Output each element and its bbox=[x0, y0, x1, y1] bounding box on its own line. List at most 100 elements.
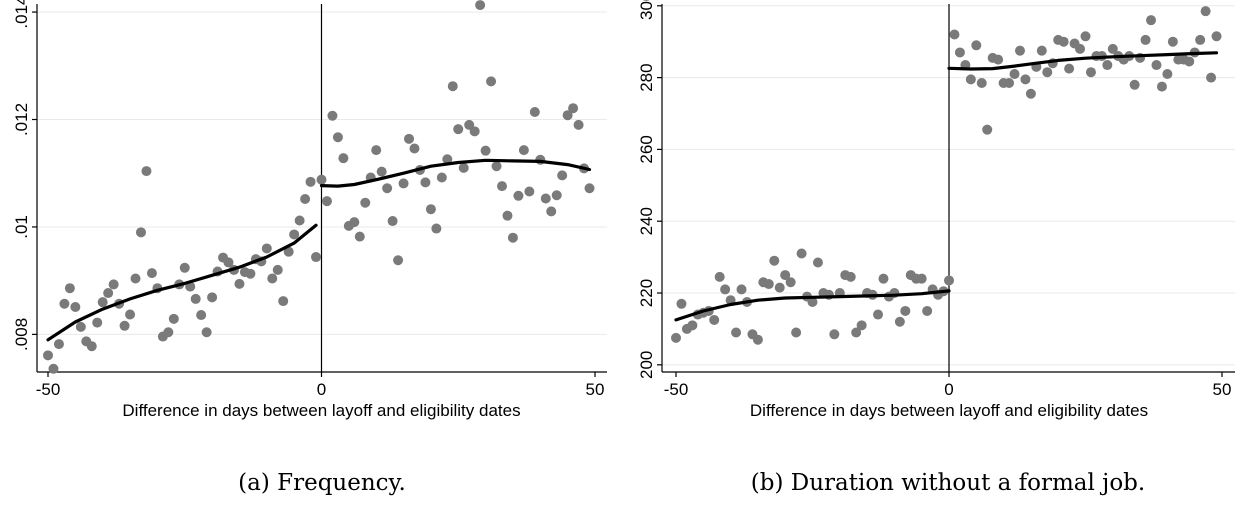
scatter-point bbox=[954, 47, 965, 58]
scatter-point bbox=[1140, 34, 1151, 45]
scatter-point bbox=[245, 268, 256, 279]
scatter-point bbox=[524, 186, 535, 197]
scatter-point bbox=[409, 143, 420, 154]
scatter-point bbox=[1080, 31, 1091, 42]
scatter-point bbox=[196, 310, 207, 321]
scatter-point bbox=[557, 170, 568, 181]
panel-duration: 200 220 240 260 280 300 -50 0 50 Difference in da… bbox=[637, 0, 1235, 420]
scatter-point bbox=[971, 40, 982, 51]
scatter-point bbox=[1014, 45, 1025, 56]
scatter-point bbox=[201, 327, 212, 338]
scatter-point bbox=[168, 313, 179, 324]
x-tick-label: 50 bbox=[586, 380, 605, 399]
y-tick-label: 200 bbox=[637, 351, 656, 379]
scatter-point bbox=[944, 275, 954, 286]
scatter-point bbox=[207, 292, 218, 303]
scatter-point bbox=[475, 0, 486, 11]
scatter-point bbox=[1184, 56, 1195, 67]
scatter-point bbox=[1020, 74, 1031, 85]
scatter-point bbox=[486, 76, 497, 87]
scatter-point bbox=[469, 126, 480, 137]
scatter-point bbox=[53, 339, 64, 350]
scatter-point bbox=[1042, 67, 1053, 78]
scatter-point bbox=[584, 183, 595, 194]
panel-frequency: .008 .01 .012 .014 -50 0 50 Difference in days … bbox=[12, 0, 607, 420]
y-tick-label: .014 bbox=[12, 0, 31, 29]
scatter-point bbox=[551, 190, 562, 201]
scatter-point bbox=[458, 162, 469, 173]
scatter-point bbox=[387, 216, 398, 227]
y-tick-label: 300 bbox=[637, 0, 656, 20]
y-tick-label: .012 bbox=[12, 103, 31, 136]
scatter-point bbox=[64, 283, 75, 294]
scatter-point bbox=[305, 176, 316, 187]
scatter-point bbox=[529, 106, 540, 117]
scatter-point bbox=[321, 196, 332, 207]
scatter-point bbox=[453, 124, 464, 135]
scatter-point bbox=[518, 145, 529, 156]
scatter-point bbox=[829, 329, 840, 340]
scatter-point bbox=[420, 177, 431, 188]
scatter-point bbox=[676, 298, 687, 309]
scatter-point bbox=[502, 210, 513, 221]
scatter-point bbox=[59, 298, 70, 309]
scatter-point bbox=[687, 320, 698, 331]
scatter-point bbox=[70, 301, 81, 312]
scatter-point bbox=[965, 74, 976, 85]
scatter-point bbox=[1102, 60, 1113, 71]
scatter-point bbox=[851, 327, 862, 338]
scatter-point bbox=[894, 316, 905, 327]
scatter-point bbox=[1146, 15, 1157, 26]
scatter-point bbox=[796, 248, 807, 259]
scatter-point bbox=[371, 145, 382, 156]
caption-panel-a: (a) Frequency. bbox=[238, 470, 406, 496]
scatter-point bbox=[108, 279, 119, 290]
scatter-point bbox=[354, 231, 365, 242]
scatter-point bbox=[982, 124, 993, 135]
scatter-point bbox=[993, 54, 1004, 65]
scatter-point bbox=[949, 29, 960, 40]
scatter-point bbox=[922, 305, 933, 316]
scatter-point bbox=[873, 309, 884, 320]
scatter-point bbox=[146, 268, 157, 279]
scatter-point bbox=[332, 132, 343, 143]
scatter-point bbox=[878, 273, 889, 284]
x-axis-label: Difference in days between layoff and el… bbox=[122, 401, 520, 420]
scatter-point bbox=[562, 110, 573, 121]
scatter-point bbox=[763, 279, 774, 290]
scatter-point bbox=[720, 284, 731, 295]
y-tick-label: 280 bbox=[637, 63, 656, 91]
scatter-point bbox=[1107, 43, 1118, 54]
scatter-point bbox=[785, 277, 796, 288]
scatter-point bbox=[916, 273, 927, 284]
scatter-point bbox=[513, 190, 524, 201]
y-tick-label: 260 bbox=[637, 135, 656, 163]
scatter-point bbox=[398, 178, 409, 189]
scatter-point bbox=[1129, 79, 1140, 90]
scatter-point bbox=[92, 317, 103, 328]
scatter-point bbox=[1156, 81, 1167, 92]
scatter-point bbox=[774, 282, 785, 293]
scatter-point bbox=[1195, 34, 1206, 45]
scatter-point bbox=[791, 327, 802, 338]
scatter-point bbox=[1162, 69, 1173, 80]
scatter-point bbox=[497, 181, 508, 192]
scatter-point bbox=[382, 183, 393, 194]
scatter-point bbox=[48, 363, 59, 374]
scatter-point bbox=[289, 229, 300, 240]
scatter-point bbox=[431, 223, 442, 234]
scatter-point bbox=[349, 217, 360, 228]
scatter-point bbox=[130, 273, 141, 284]
scatter-point bbox=[568, 103, 579, 114]
scatter-point bbox=[442, 154, 453, 165]
scatter-point bbox=[1151, 60, 1162, 71]
fit-line-right bbox=[947, 51, 1219, 71]
scatter-point bbox=[97, 297, 108, 308]
scatter-point bbox=[261, 243, 272, 254]
scatter-point bbox=[86, 341, 97, 352]
scatter-point bbox=[807, 296, 818, 307]
scatter-point bbox=[43, 350, 53, 361]
scatter-point bbox=[491, 161, 502, 172]
scatter-point bbox=[1064, 63, 1075, 74]
fit-line-left bbox=[46, 223, 318, 342]
